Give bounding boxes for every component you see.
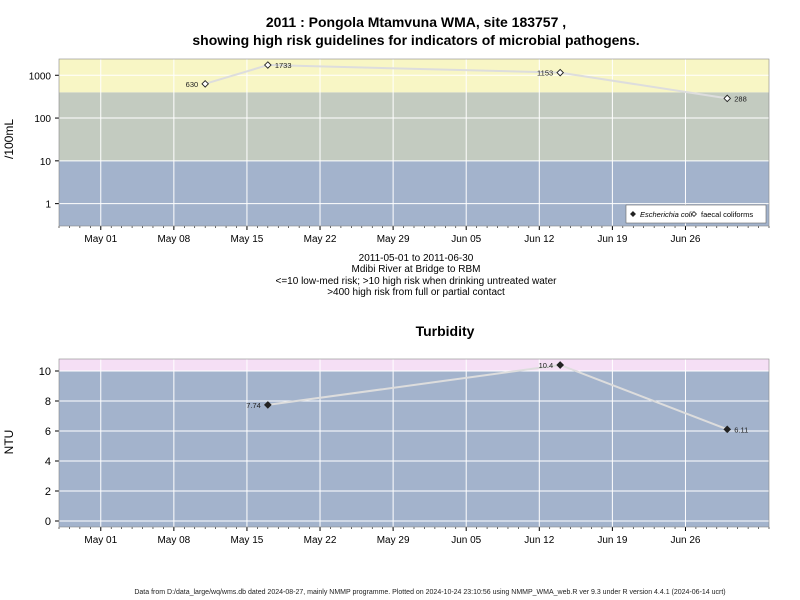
data-point xyxy=(201,80,210,88)
site-name-caption: Mdibi River at Bridge to RBM xyxy=(351,264,481,275)
risk-zone-1 xyxy=(59,359,769,371)
x-tick-label: Jun 05 xyxy=(451,234,481,245)
data-point xyxy=(263,401,272,409)
y-tick-label: 10 xyxy=(40,157,52,168)
turbidity-chart: May 01 May 08 May 15 May 22 May 29 Jun 05 Jun … xyxy=(39,358,770,546)
x-tick-label: Jun 26 xyxy=(670,535,700,546)
y-tick-label: 1000 xyxy=(29,71,52,82)
plot-frame xyxy=(58,358,770,528)
risk-zone-1 xyxy=(59,92,769,161)
x-tick-label: Jun 19 xyxy=(597,535,627,546)
y-tick-label: 2 xyxy=(45,486,51,498)
contact-risk-caption: >400 high risk from full or partial cont… xyxy=(327,287,505,298)
data-point xyxy=(556,68,565,77)
x-tick-label: May 29 xyxy=(377,234,410,245)
data-label: 288 xyxy=(734,94,747,103)
x-tick-label: May 22 xyxy=(304,535,337,546)
data-label: 7.74 xyxy=(246,401,261,410)
data-point xyxy=(556,361,565,369)
x-tick-label: May 15 xyxy=(231,234,264,245)
data-point xyxy=(723,94,732,103)
x-tick-label: May 01 xyxy=(84,234,117,245)
y-tick-label: 1 xyxy=(45,200,51,211)
legend-label: faecal coliforms xyxy=(701,210,753,219)
y-tick-label: 100 xyxy=(34,114,51,125)
x-tick-label: May 29 xyxy=(377,535,410,546)
y-tick-label: 0 xyxy=(45,516,51,528)
date-range-caption: 2011-05-01 to 2011-06-30 xyxy=(358,253,474,264)
x-tick-label: Jun 12 xyxy=(524,234,554,245)
data-point xyxy=(723,425,732,434)
drinking-risk-caption: <=10 low-med risk; >10 high risk when dr… xyxy=(275,276,557,287)
data-label: 6.11 xyxy=(734,425,748,434)
data-label: 630 xyxy=(186,80,199,89)
x-tick-label: Jun 26 xyxy=(670,234,700,245)
turbidity-title: Turbidity xyxy=(415,323,475,339)
data-label: 1153 xyxy=(537,69,553,78)
x-tick-label: May 15 xyxy=(231,535,264,546)
x-tick-label: May 01 xyxy=(84,535,117,546)
legend: Escherichia coli faecal coliforms xyxy=(625,204,767,224)
risk-zone-0 xyxy=(59,371,769,527)
chart-title-line2: showing high risk guidelines for indicat… xyxy=(192,32,640,48)
x-tick-label: May 08 xyxy=(157,234,190,245)
series-line xyxy=(204,64,728,100)
legend-marker xyxy=(691,211,697,217)
x-tick-label: May 22 xyxy=(304,234,337,245)
y-tick-label: 6 xyxy=(45,426,51,438)
y-tick-label: 4 xyxy=(45,456,51,468)
x-tick-label: Jun 05 xyxy=(451,535,481,546)
plot-frame xyxy=(58,58,770,227)
y-tick-label: 8 xyxy=(45,396,51,408)
y-tick-label: 10 xyxy=(39,366,51,378)
microbial-chart: May 01 May 08 May 15 May 22 May 29 Jun 05 Jun … xyxy=(29,58,770,245)
data-label: 1733 xyxy=(275,61,292,70)
legend-marker xyxy=(630,211,636,217)
x-tick-label: May 08 xyxy=(157,535,190,546)
x-tick-label: Jun 12 xyxy=(524,535,554,546)
legend-label: Escherichia coli xyxy=(640,210,692,219)
data-source-footer: Data from D:/data_large/wq/wms.db dated … xyxy=(134,589,726,596)
data-label: 10.4 xyxy=(539,361,554,370)
x-tick-label: Jun 19 xyxy=(597,234,627,245)
chart-title-line1: 2011 : Pongola Mtamvuna WMA, site 183757… xyxy=(265,14,567,30)
data-point xyxy=(263,61,272,69)
